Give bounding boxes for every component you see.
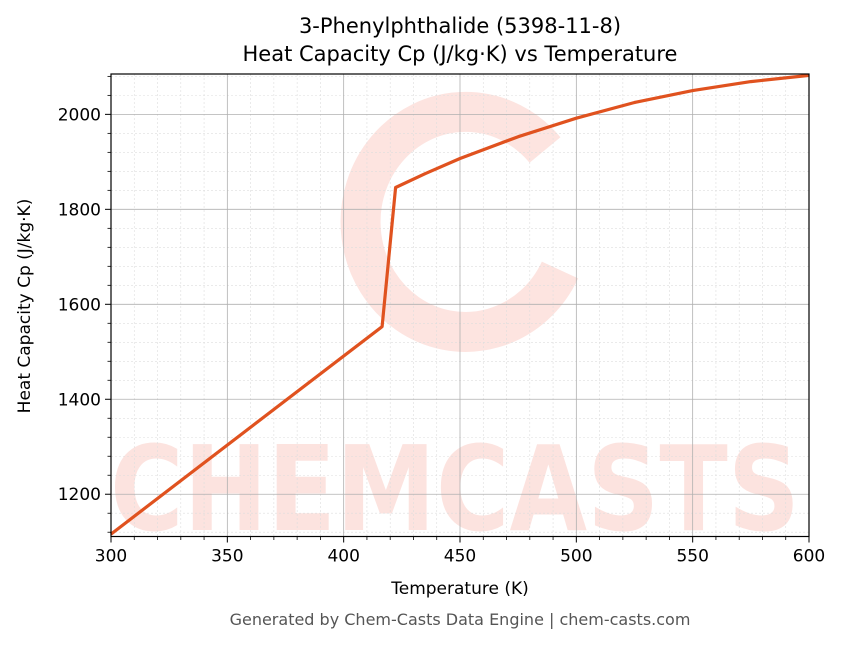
- y-tick-label: 1600: [58, 295, 101, 315]
- cp-series-line: [110, 73, 810, 536]
- footer-credit: Generated by Chem-Casts Data Engine | ch…: [230, 610, 691, 629]
- y-tick-label: 1800: [58, 200, 101, 220]
- ticks: 300 350 400 450 500 550 600 1200 1400 1600 1800 200…: [58, 75, 825, 567]
- y-axis-label: Heat Capacity Cp (J/kg·K): [15, 199, 35, 414]
- x-tick-label: 300: [95, 547, 127, 567]
- chart-title: 3-Phenylphthalide (5398-11-8): [299, 14, 621, 38]
- y-tick-label: 1200: [58, 485, 101, 505]
- watermark-c-arc: [340, 91, 579, 352]
- x-axis-label: Temperature (K): [390, 579, 529, 599]
- chart-subtitle: Heat Capacity Cp (J/kg·K) vs Temperature: [243, 42, 678, 66]
- x-tick-label: 350: [211, 547, 243, 567]
- watermark: CHEMCASTS: [110, 91, 800, 558]
- watermark-text: CHEMCASTS: [110, 420, 800, 558]
- x-tick-label: 450: [444, 547, 476, 567]
- y-tick-label: 2000: [58, 105, 101, 125]
- y-tick-label: 1400: [58, 390, 101, 410]
- series-layer: [110, 73, 810, 536]
- x-tick-label: 400: [327, 547, 359, 567]
- x-tick-label: 500: [560, 547, 592, 567]
- x-tick-label: 550: [676, 547, 708, 567]
- x-tick-label: 600: [793, 547, 825, 567]
